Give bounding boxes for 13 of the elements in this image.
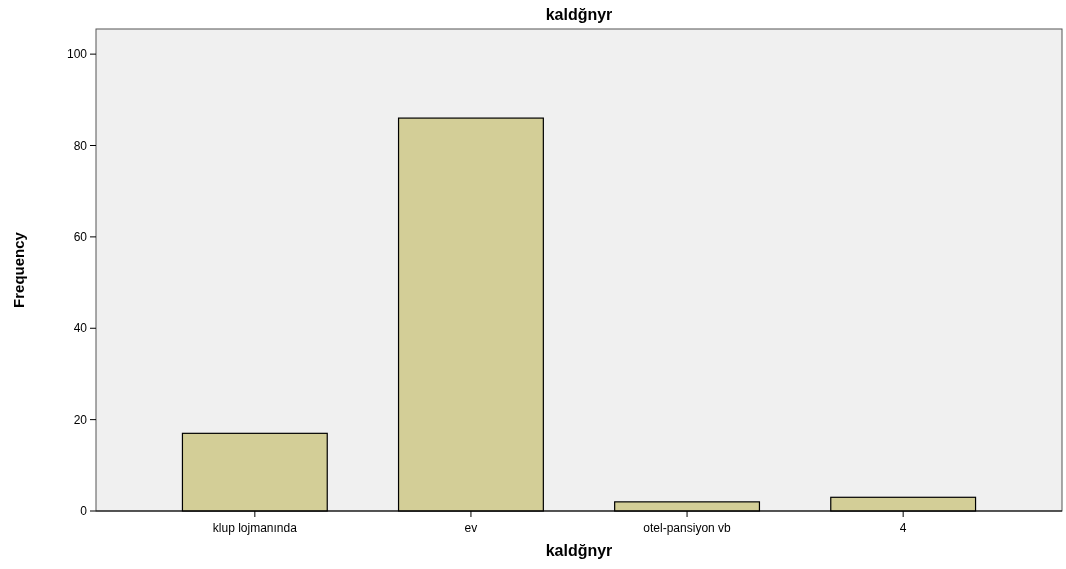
y-tick-label: 0 — [80, 504, 88, 519]
chart-title: kaldğnyr — [545, 6, 613, 23]
x-axis-title: kaldğnyr — [545, 542, 613, 559]
x-tick-label: 4 — [899, 521, 907, 535]
y-tick-label: 60 — [73, 230, 88, 245]
y-tick-label: 100 — [66, 47, 88, 62]
x-tick-label: klup lojmanında — [212, 521, 298, 535]
y-axis-title: Frequency — [10, 231, 27, 308]
y-tick-label: 80 — [73, 138, 88, 153]
y-tick-label: 40 — [73, 321, 88, 336]
x-tick-label: ev — [464, 521, 478, 535]
x-tick-label: otel-pansiyon vb — [643, 521, 732, 535]
y-tick-label: 20 — [73, 412, 88, 427]
